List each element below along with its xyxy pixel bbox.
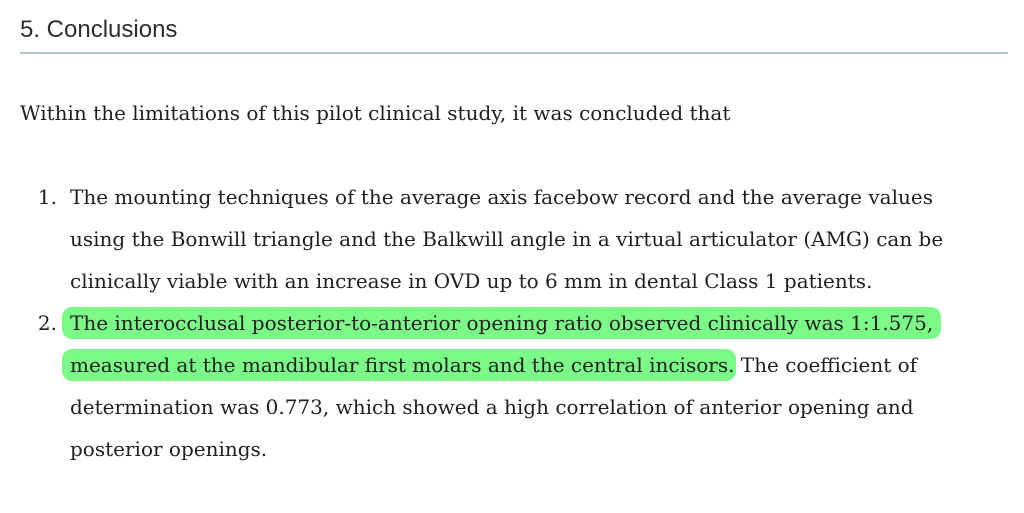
list-item-text: The mounting techniques of the average a…	[70, 185, 944, 293]
section-heading: 5. Conclusions	[20, 14, 1008, 54]
list-item-number: 2.	[37, 311, 57, 335]
article-conclusions-section: 5. Conclusions Within the limitations of…	[0, 14, 1024, 470]
conclusions-list: 1. The mounting techniques of the averag…	[20, 176, 1008, 470]
list-item-text: The interocclusal posterior-to-anterior …	[62, 302, 1008, 470]
list-item-text-rest: . The coefficient of determination was 0…	[70, 353, 918, 461]
intro-paragraph: Within the limitations of this pilot cli…	[20, 101, 731, 125]
list-item-number: 1.	[37, 185, 57, 209]
